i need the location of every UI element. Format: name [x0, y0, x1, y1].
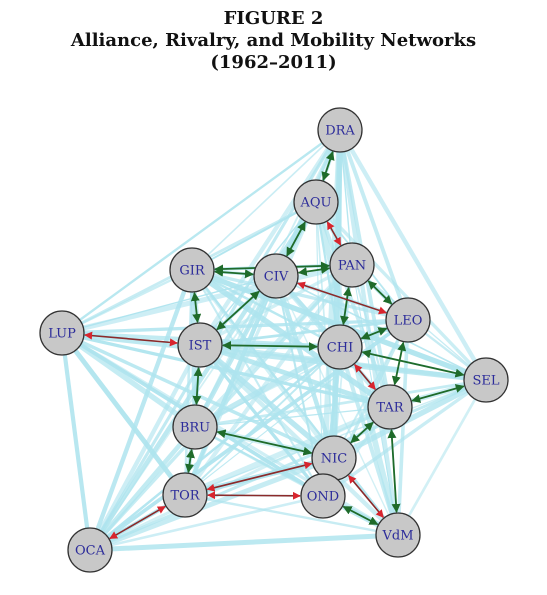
node-OND: OND — [301, 474, 345, 518]
rivalry-edge-OND-TOR — [208, 495, 300, 496]
node-TAR: TAR — [368, 385, 412, 429]
node-label-OCA: OCA — [75, 544, 106, 559]
node-label-SEL: SEL — [472, 374, 499, 389]
node-TOR: TOR — [163, 473, 207, 517]
node-label-NIC: NIC — [321, 452, 348, 467]
node-label-GIR: GIR — [179, 264, 206, 279]
node-SEL: SEL — [464, 358, 508, 402]
node-PAN: PAN — [330, 243, 374, 287]
node-CHI: CHI — [318, 325, 362, 369]
node-label-OND: OND — [307, 490, 339, 505]
node-label-DRA: DRA — [325, 124, 355, 139]
node-label-LUP: LUP — [48, 327, 76, 342]
node-BRU: BRU — [173, 405, 217, 449]
node-LUP: LUP — [40, 311, 84, 355]
node-AQU: AQU — [294, 180, 338, 224]
node-label-TAR: TAR — [376, 401, 404, 416]
mobility-edge-LUP-OCA — [65, 355, 87, 528]
node-label-AQU: AQU — [299, 196, 331, 211]
node-CIV: CIV — [254, 254, 298, 298]
node-DRA: DRA — [318, 108, 362, 152]
node-label-IST: IST — [189, 339, 212, 354]
node-label-TOR: TOR — [170, 489, 200, 504]
node-label-LEO: LEO — [394, 314, 423, 329]
mobility-edge-OCA-VdM — [112, 536, 376, 549]
node-label-VdM: VdM — [381, 529, 413, 544]
node-VdM: VdM — [376, 513, 420, 557]
node-OCA: OCA — [68, 528, 112, 572]
node-label-CIV: CIV — [264, 270, 289, 285]
node-label-CHI: CHI — [327, 341, 353, 356]
node-LEO: LEO — [386, 298, 430, 342]
node-label-PAN: PAN — [338, 259, 366, 274]
node-NIC: NIC — [312, 436, 356, 480]
node-label-BRU: BRU — [180, 421, 210, 436]
node-GIR: GIR — [170, 248, 214, 292]
node-IST: IST — [178, 323, 222, 367]
